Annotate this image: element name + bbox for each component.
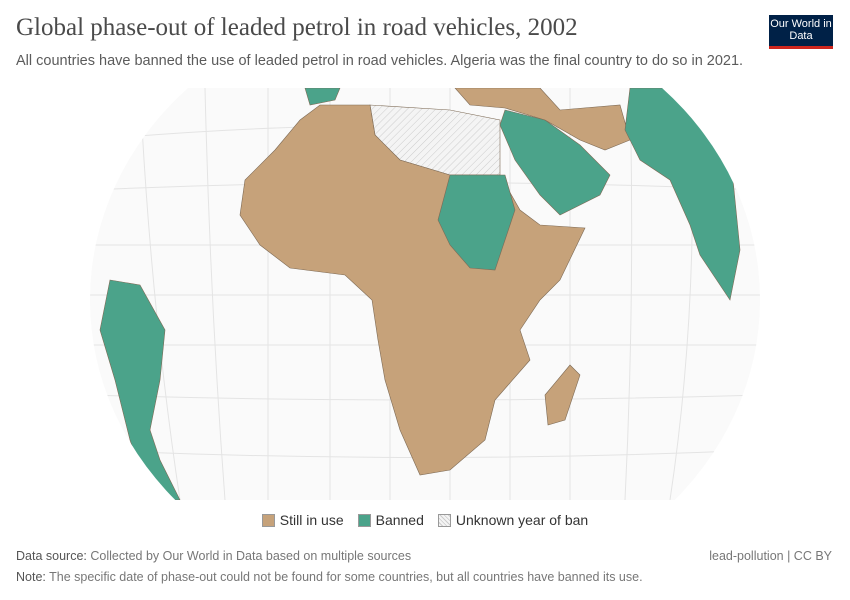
region-europe-banned[interactable] [304, 88, 341, 106]
region-arabia-banned[interactable] [499, 109, 611, 216]
legend-item-still-in-use[interactable]: Still in use [261, 512, 344, 528]
legend-swatch [437, 513, 451, 527]
license[interactable]: lead-pollution | CC BY [709, 549, 832, 563]
note-label: Note: [16, 570, 46, 584]
legend-label: Banned [375, 512, 424, 528]
legend-item-banned[interactable]: Banned [357, 512, 424, 528]
page-subtitle: All countries have banned the use of lea… [16, 53, 744, 69]
legend-label: Still in use [279, 512, 344, 528]
region-middle-east-still-in-use[interactable] [454, 88, 631, 151]
legend-swatch [357, 513, 371, 527]
legend-swatch [261, 513, 275, 527]
data-source: Data source: Collected by Our World in D… [16, 549, 411, 563]
page-title: Global phase-out of leaded petrol in roa… [16, 14, 578, 41]
note-text: The specific date of phase-out could not… [49, 570, 643, 584]
legend: Still in use Banned Unknown year of ban [0, 512, 850, 528]
source-label: Data source: [16, 549, 87, 563]
legend-label: Unknown year of ban [455, 512, 589, 528]
legend-item-unknown[interactable]: Unknown year of ban [437, 512, 589, 528]
source-text[interactable]: Collected by Our World in Data based on … [90, 549, 412, 563]
region-south-america-banned[interactable] [99, 279, 181, 500]
country-madagascar-still-in-use[interactable] [544, 364, 581, 426]
country-sudan-banned[interactable] [437, 174, 516, 271]
note: Note: The specific date of phase-out cou… [16, 570, 643, 584]
owid-logo[interactable]: Our World in Data [769, 15, 833, 49]
world-map[interactable] [0, 88, 850, 500]
